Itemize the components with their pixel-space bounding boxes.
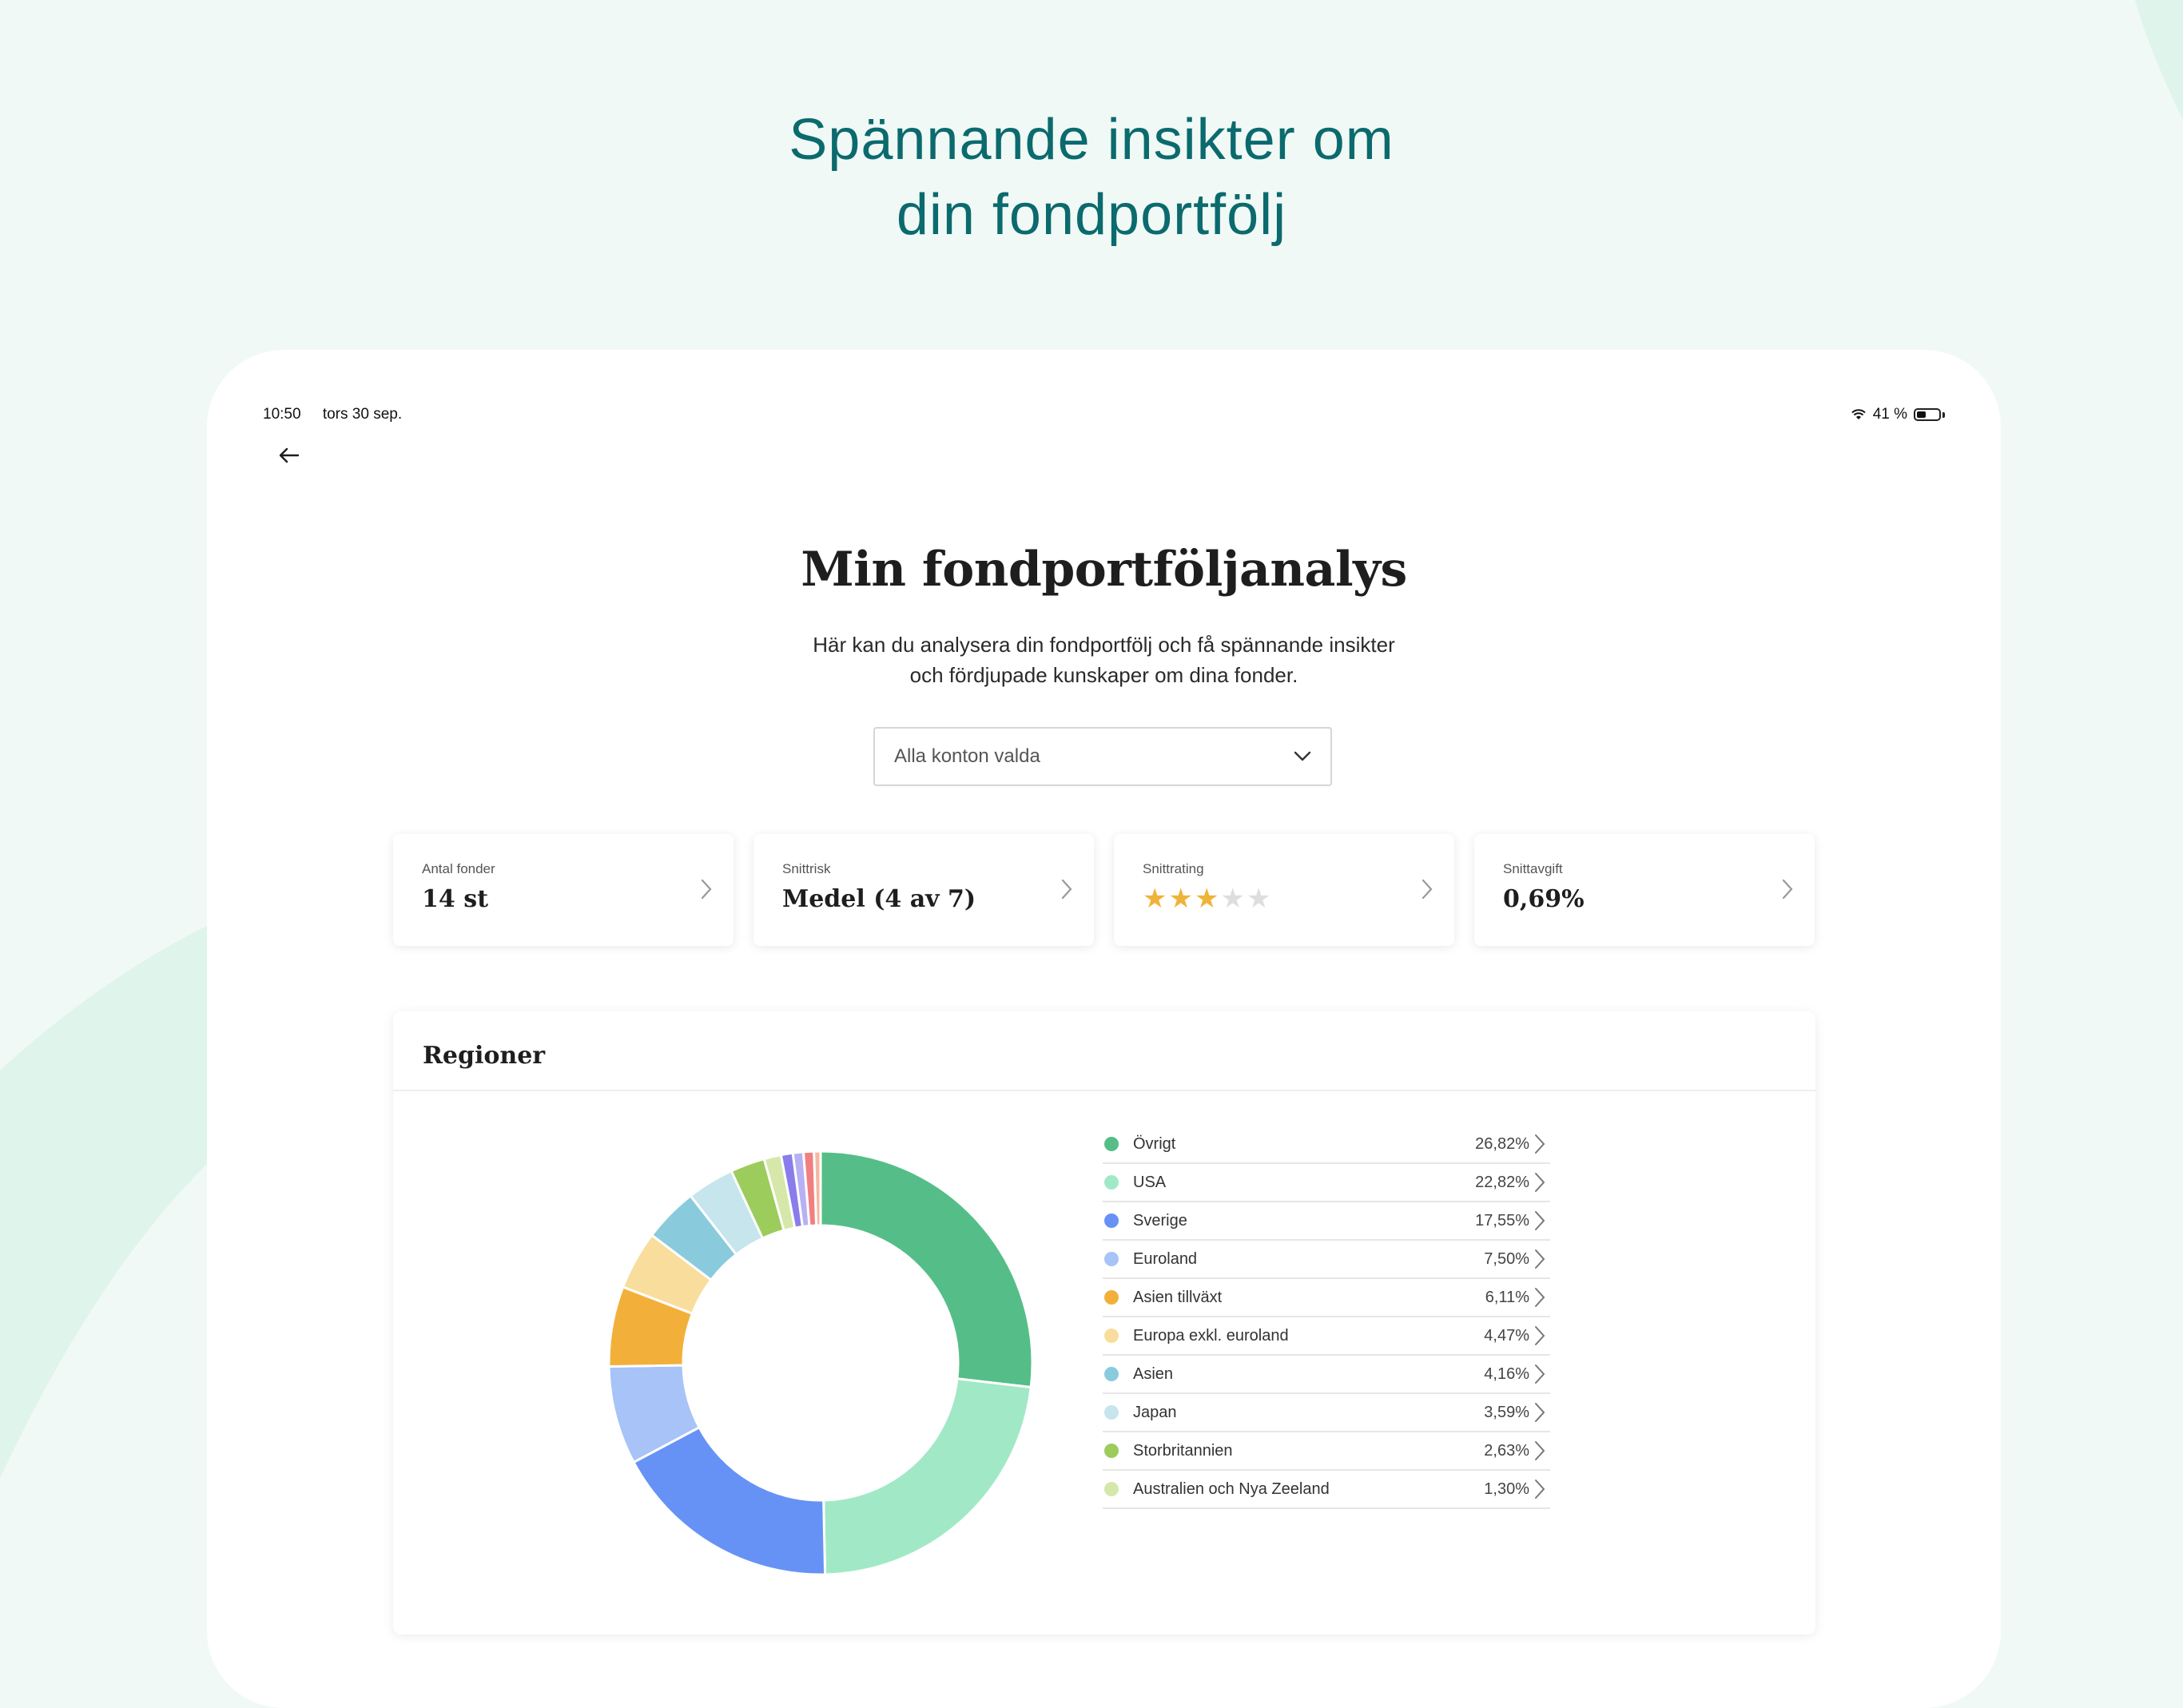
account-select[interactable]: Alla konton valda [873, 727, 1332, 786]
star-empty-icon: ★ [1220, 884, 1247, 914]
chevron-right-icon [1535, 1211, 1545, 1230]
legend-item[interactable]: Australien och Nya Zeeland 1,30% [1103, 1471, 1550, 1509]
legend-color-dot [1104, 1137, 1119, 1151]
card-value: 14 st [422, 885, 488, 913]
legend-value: 2,63% [1484, 1441, 1529, 1460]
legend-item[interactable]: Asien tillväxt 6,11% [1103, 1279, 1550, 1317]
promo-headline: Spännande insikter om din fondportfölj [0, 102, 2183, 252]
battery-percent: 41 % [1872, 406, 1907, 423]
chevron-right-icon [1535, 1288, 1545, 1307]
legend-color-dot [1104, 1405, 1119, 1420]
battery-level [1917, 411, 1926, 418]
legend-label: Övrigt [1133, 1134, 1176, 1153]
chevron-right-icon [1535, 1441, 1545, 1460]
summary-cards: Antal fonder 14 st Snittrisk Medel (4 av… [393, 834, 1815, 946]
legend-item[interactable]: USA 22,82% [1103, 1164, 1550, 1202]
card-snittrisk[interactable]: Snittrisk Medel (4 av 7) [754, 834, 1094, 946]
legend-value: 17,55% [1475, 1211, 1529, 1229]
chevron-right-icon [1535, 1403, 1545, 1422]
legend-value: 4,16% [1484, 1364, 1529, 1383]
donut-slice [819, 1151, 1032, 1389]
legend-value: 1,30% [1484, 1480, 1529, 1498]
legend-item[interactable]: Övrigt 26,82% [1103, 1126, 1550, 1164]
star-rating: ★★★★★ [1143, 885, 1426, 912]
card-label: Snittrating [1143, 861, 1204, 876]
legend-item[interactable]: Storbritannien 2,63% [1103, 1432, 1550, 1471]
chevron-down-icon [1294, 751, 1311, 761]
legend-value: 26,82% [1475, 1134, 1529, 1153]
chevron-right-icon [1782, 879, 1793, 900]
legend-color-dot [1104, 1482, 1119, 1496]
legend-color-dot [1104, 1213, 1119, 1228]
card-value: 0,69% [1503, 885, 1585, 913]
star-filled-icon: ★ [1143, 884, 1169, 914]
legend-color-dot [1104, 1444, 1119, 1458]
legend-color-dot [1104, 1329, 1119, 1343]
legend-item[interactable]: Asien 4,16% [1103, 1356, 1550, 1394]
chevron-right-icon [1535, 1364, 1545, 1384]
legend-item[interactable]: Europa exkl. euroland 4,47% [1103, 1317, 1550, 1356]
legend-value: 3,59% [1484, 1403, 1529, 1421]
legend-color-dot [1104, 1252, 1119, 1266]
regions-panel: Regioner Övrigt 26,82% USA 22,82% Sverige 17,… [393, 1011, 1815, 1635]
chevron-right-icon [1061, 879, 1072, 900]
chevron-right-icon [1535, 1134, 1545, 1154]
status-bar: 10:50 tors 30 sep. 41 % [263, 406, 1945, 430]
status-time: 10:50 [263, 406, 301, 423]
legend-label: Australien och Nya Zeeland [1133, 1480, 1330, 1498]
battery-icon [1914, 408, 1941, 421]
star-filled-icon: ★ [1194, 884, 1221, 914]
chevron-right-icon [1535, 1173, 1545, 1192]
wifi-icon [1851, 409, 1866, 419]
legend-label: Europa exkl. euroland [1133, 1326, 1289, 1345]
legend-color-dot [1104, 1175, 1119, 1190]
arrow-left-icon [279, 447, 300, 463]
star-filled-icon: ★ [1168, 884, 1195, 914]
chevron-right-icon [1535, 1249, 1545, 1269]
card-antal-fonder[interactable]: Antal fonder 14 st [393, 834, 734, 946]
tablet-screen: 10:50 tors 30 sep. 41 % Min fondportfölj… [207, 350, 2001, 1708]
legend-label: Euroland [1133, 1249, 1198, 1268]
legend-label: Sverige [1133, 1211, 1187, 1229]
card-value: Medel (4 av 7) [782, 885, 976, 913]
regions-donut-chart [609, 1151, 1032, 1575]
card-snittavgift[interactable]: Snittavgift 0,69% [1474, 834, 1815, 946]
donut-slice [813, 1151, 822, 1227]
legend-item[interactable]: Euroland 7,50% [1103, 1241, 1550, 1279]
legend-value: 4,47% [1484, 1326, 1529, 1345]
legend-label: Japan [1133, 1403, 1177, 1421]
card-label: Antal fonder [422, 861, 495, 876]
legend-color-dot [1104, 1367, 1119, 1381]
divider [393, 1090, 1815, 1091]
legend-label: Asien [1133, 1364, 1174, 1383]
status-date: tors 30 sep. [322, 406, 403, 423]
legend-color-dot [1104, 1290, 1119, 1305]
chevron-right-icon [1535, 1480, 1545, 1499]
chevron-right-icon [701, 879, 712, 900]
headline-line-1: Spännande insikter om [789, 108, 1394, 172]
regions-legend: Övrigt 26,82% USA 22,82% Sverige 17,55% Eurola… [1103, 1126, 1550, 1509]
card-label: Snittrisk [782, 861, 831, 876]
headline-line-2: din fondportfölj [896, 183, 1287, 247]
legend-value: 7,50% [1484, 1249, 1529, 1268]
back-button[interactable] [271, 438, 306, 473]
account-select-value: Alla konton valda [894, 745, 1040, 767]
card-snittrating[interactable]: Snittrating ★★★★★ [1114, 834, 1454, 946]
legend-value: 22,82% [1475, 1173, 1529, 1191]
legend-item[interactable]: Japan 3,59% [1103, 1394, 1550, 1432]
chevron-right-icon [1535, 1326, 1545, 1345]
regions-title: Regioner [423, 1042, 546, 1070]
legend-label: Storbritannien [1133, 1441, 1233, 1460]
chevron-right-icon [1422, 879, 1433, 900]
card-label: Snittavgift [1503, 861, 1563, 876]
legend-label: Asien tillväxt [1133, 1288, 1223, 1306]
legend-value: 6,11% [1485, 1288, 1529, 1306]
star-empty-icon: ★ [1246, 884, 1273, 914]
donut-slice [631, 1425, 827, 1575]
legend-label: USA [1133, 1173, 1167, 1191]
legend-item[interactable]: Sverige 17,55% [1103, 1202, 1550, 1241]
donut-slice [822, 1377, 1032, 1575]
page-description: Här kan du analysera din fondportfölj oc… [813, 633, 1395, 687]
page-title: Min fondportföljanalys [801, 542, 1407, 598]
